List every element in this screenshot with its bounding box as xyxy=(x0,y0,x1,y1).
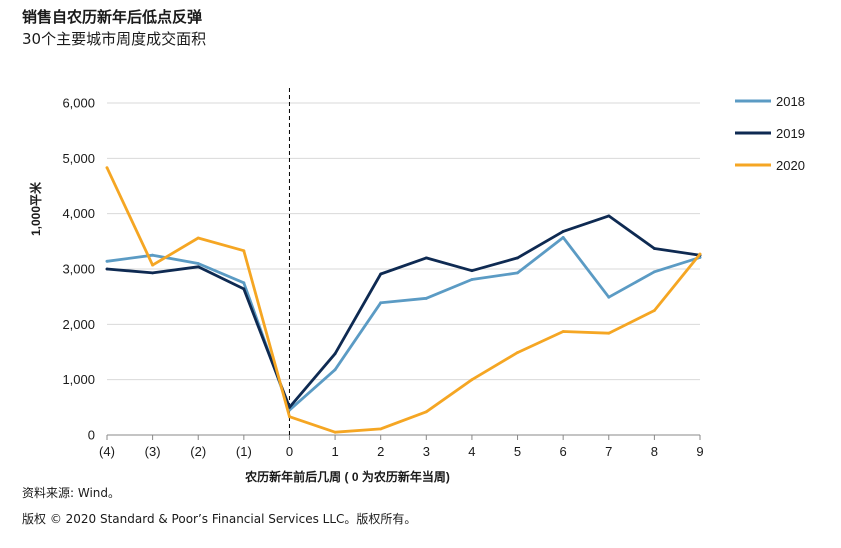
y-tick-label: 0 xyxy=(88,428,95,443)
x-tick-label: 9 xyxy=(696,444,703,459)
legend-label-2020: 2020 xyxy=(776,158,805,173)
data-point-2020 xyxy=(379,427,383,431)
y-tick-label: 2,000 xyxy=(62,317,95,332)
x-tick-label: 6 xyxy=(560,444,567,459)
data-point-2020 xyxy=(424,410,428,414)
data-point-2020 xyxy=(470,378,474,382)
legend-label-2019: 2019 xyxy=(776,126,805,141)
data-point-2019 xyxy=(516,256,519,260)
x-tick-label: 0 xyxy=(286,444,293,459)
data-point-2018 xyxy=(105,259,109,263)
y-tick-label: 3,000 xyxy=(62,262,95,277)
legend-label-2018: 2018 xyxy=(776,94,805,109)
data-point-2019 xyxy=(333,352,337,356)
data-point-2019 xyxy=(607,214,611,218)
data-point-2020 xyxy=(242,249,246,253)
y-tick-label: 5,000 xyxy=(62,151,95,166)
x-tick-label: (3) xyxy=(145,444,161,459)
x-axis-title: 农历新年前后几周 ( 0 为农历新年当周) xyxy=(244,469,450,484)
data-point-2020 xyxy=(105,166,109,170)
x-tick-label: (2) xyxy=(190,444,206,459)
y-tick-label: 6,000 xyxy=(62,96,95,111)
data-point-2020 xyxy=(196,236,200,240)
data-point-2019 xyxy=(652,247,656,250)
data-point-2019 xyxy=(424,256,428,260)
data-point-2018 xyxy=(242,281,246,285)
source-note: 资料来源: Wind。 xyxy=(22,486,121,500)
y-tick-label: 4,000 xyxy=(62,206,95,221)
chart-title: 销售自农历新年后低点反弹 xyxy=(22,8,203,26)
data-point-2018 xyxy=(424,296,428,300)
series-line-2020 xyxy=(105,166,702,434)
data-point-2020 xyxy=(652,309,656,312)
x-tick-label: 8 xyxy=(651,444,658,459)
data-point-2018 xyxy=(516,271,519,275)
data-point-2018 xyxy=(607,295,611,299)
data-point-2018 xyxy=(151,253,155,257)
data-point-2019 xyxy=(561,229,565,233)
data-point-2019 xyxy=(379,272,383,276)
data-point-2018 xyxy=(561,236,565,239)
data-point-2020 xyxy=(607,331,611,335)
x-tick-label: 1 xyxy=(331,444,338,459)
x-tick-label: 2 xyxy=(377,444,384,459)
chart-subtitle: 30个主要城市周度成交面积 xyxy=(22,30,207,48)
x-tick-label: (1) xyxy=(236,444,252,459)
data-point-2018 xyxy=(652,270,656,274)
data-point-2019 xyxy=(288,405,291,409)
data-point-2019 xyxy=(151,271,155,275)
data-point-2018 xyxy=(379,301,383,305)
data-point-2019 xyxy=(470,269,474,273)
y-tick-label: 1,000 xyxy=(62,372,95,387)
series-line-2019 xyxy=(105,214,702,409)
x-tick-label: 3 xyxy=(423,444,430,459)
data-point-2018 xyxy=(196,262,200,265)
copyright-note: 版权 © 2020 Standard & Poor’s Financial Se… xyxy=(22,512,417,526)
series-line-2018 xyxy=(105,236,702,412)
x-tick-label: 7 xyxy=(605,444,612,459)
data-point-2020 xyxy=(516,351,519,354)
data-point-2020 xyxy=(288,415,291,419)
data-point-2019 xyxy=(242,287,246,291)
x-tick-label: 4 xyxy=(468,444,475,459)
y-axis-title: 1,000平米 xyxy=(28,181,43,236)
data-point-2020 xyxy=(151,263,155,267)
x-tick-label: (4) xyxy=(99,444,115,459)
data-point-2018 xyxy=(333,368,337,372)
data-point-2020 xyxy=(333,430,337,434)
data-point-2019 xyxy=(196,265,200,269)
data-point-2020 xyxy=(698,252,702,256)
data-point-2020 xyxy=(561,330,565,333)
data-point-2018 xyxy=(470,278,474,281)
data-point-2019 xyxy=(105,267,109,271)
x-tick-label: 5 xyxy=(514,444,521,459)
